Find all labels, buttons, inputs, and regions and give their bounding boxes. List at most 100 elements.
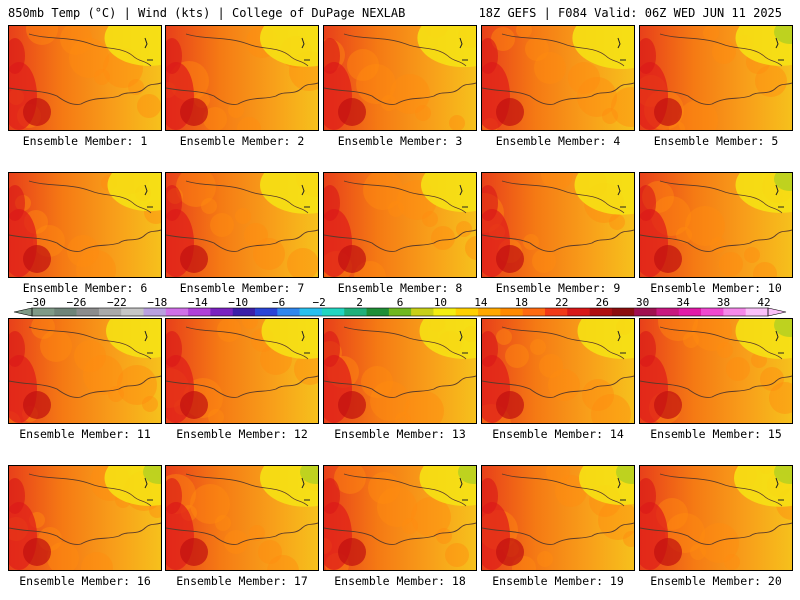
colorbar-swatch: [478, 308, 501, 316]
colorbar-tick-label: 6: [397, 296, 404, 309]
colorbar-tick-label: −18: [147, 296, 167, 309]
colorbar-right-arrow-icon: [767, 307, 787, 317]
ensemble-map-panel: [639, 25, 793, 131]
colorbar-swatch: [611, 308, 635, 316]
temperature-field-map: [9, 26, 161, 130]
colorbar-swatch: [656, 308, 680, 316]
colorbar-swatch: [121, 308, 144, 316]
ensemble-map-panel: [165, 25, 319, 131]
colorbar-tick-label: 2: [356, 296, 363, 309]
ensemble-map-panel: [323, 25, 477, 131]
ensemble-member-label: Ensemble Member: 11: [19, 427, 151, 441]
colorbar-tick-label: 42: [757, 296, 770, 309]
ensemble-map-panel: [165, 465, 319, 571]
temperature-field-map: [640, 466, 792, 570]
ensemble-map-panel: [165, 172, 319, 278]
ensemble-map-panel: [639, 465, 793, 571]
ensemble-map-panel: [323, 318, 477, 424]
colorbar-swatch: [344, 308, 367, 316]
ensemble-map-panel: [165, 318, 319, 424]
colorbar-swatch: [188, 308, 211, 316]
colorbar-swatch: [433, 308, 457, 316]
colorbar-left-arrow-icon: [13, 307, 33, 317]
ensemble-map-panel: [323, 465, 477, 571]
colorbar-swatch: [277, 308, 300, 316]
colorbar-tick-label: −30: [26, 296, 46, 309]
colorbar-swatch: [411, 308, 434, 316]
temperature-field-map: [482, 26, 634, 130]
colorbar-swatch: [745, 308, 769, 316]
colorbar-swatch: [76, 308, 100, 316]
temperature-field-map: [166, 26, 318, 130]
colorbar-tick-label: −26: [67, 296, 87, 309]
colorbar-tick-label: −22: [107, 296, 127, 309]
colorbar-tick-label: 34: [676, 296, 690, 309]
temperature-field-map: [640, 173, 792, 277]
temperature-field-map: [640, 26, 792, 130]
ensemble-member-label: Ensemble Member: 8: [337, 281, 463, 295]
colorbar-tick-label: −6: [272, 296, 285, 309]
ensemble-member-label: Ensemble Member: 17: [176, 574, 308, 588]
ensemble-member-label: Ensemble Member: 4: [495, 134, 621, 148]
colorbar-swatch: [678, 308, 702, 316]
colorbar-tick-label: 26: [596, 296, 609, 309]
ensemble-member-label: Ensemble Member: 18: [334, 574, 466, 588]
colorbar-swatch: [455, 308, 479, 316]
colorbar-swatch: [522, 308, 546, 316]
colorbar-tick-label: 22: [555, 296, 568, 309]
ensemble-map-panel: [481, 25, 635, 131]
colorbar-swatch: [232, 308, 256, 316]
ensemble-member-label: Ensemble Member: 6: [22, 281, 148, 295]
colorbar-tick-label: −2: [312, 296, 325, 309]
ensemble-member-label: Ensemble Member: 14: [492, 427, 624, 441]
colorbar-tick-label: 14: [474, 296, 488, 309]
colorbar-swatch: [634, 308, 657, 316]
ensemble-member-label: Ensemble Member: 16: [19, 574, 151, 588]
ensemble-map-panel: [8, 465, 162, 571]
colorbar-swatch: [299, 308, 323, 316]
ensemble-map-panel: [323, 172, 477, 278]
ensemble-map-panel: [481, 318, 635, 424]
ensemble-member-label: Ensemble Member: 20: [650, 574, 782, 588]
ensemble-member-label: Ensemble Member: 10: [650, 281, 782, 295]
colorbar-tick-label: −14: [188, 296, 208, 309]
ensemble-member-label: Ensemble Member: 7: [179, 281, 305, 295]
colorbar-swatch: [32, 308, 55, 316]
colorbar-swatch: [54, 308, 77, 316]
ensemble-map-panel: [639, 172, 793, 278]
colorbar-tick-label: 10: [434, 296, 447, 309]
temperature-field-map: [166, 173, 318, 277]
ensemble-member-label: Ensemble Member: 15: [650, 427, 782, 441]
colorbar-swatch: [366, 308, 390, 316]
temperature-field-map: [9, 466, 161, 570]
colorbar-swatch: [500, 308, 523, 316]
ensemble-map-panel: [8, 25, 162, 131]
colorbar-swatch: [143, 308, 167, 316]
colorbar-swatch: [98, 308, 122, 316]
colorbar-tick-label: 38: [717, 296, 730, 309]
temperature-field-map: [324, 26, 476, 130]
ensemble-member-label: Ensemble Member: 12: [176, 427, 308, 441]
colorbar-swatch: [723, 308, 746, 316]
ensemble-member-label: Ensemble Member: 19: [492, 574, 624, 588]
ensemble-map-panel: [8, 318, 162, 424]
colorbar-tick-label: 18: [515, 296, 528, 309]
ensemble-map-panel: [8, 172, 162, 278]
ensemble-map-panel: [481, 172, 635, 278]
temperature-field-map: [482, 319, 634, 423]
ensemble-member-label: Ensemble Member: 1: [22, 134, 148, 148]
ensemble-member-label: Ensemble Member: 9: [495, 281, 621, 295]
colorbar-swatch: [210, 308, 234, 316]
temperature-field-map: [166, 319, 318, 423]
temperature-field-map: [166, 466, 318, 570]
colorbar-swatch: [388, 308, 412, 316]
temperature-colorbar: −30 −26 −22 −18 −14 −10 −6 −2 2 6 10 14 18 22 26 30 34 38…: [13, 296, 787, 317]
colorbar-swatch: [255, 308, 278, 316]
ensemble-member-label: Ensemble Member: 5: [653, 134, 779, 148]
model-valid-time: 18Z GEFS | F084 Valid: 06Z WED JUN 11 20…: [478, 6, 782, 20]
ensemble-member-label: Ensemble Member: 13: [334, 427, 466, 441]
temperature-field-map: [324, 319, 476, 423]
temperature-field-map: [324, 173, 476, 277]
temperature-field-map: [324, 466, 476, 570]
ensemble-member-label: Ensemble Member: 2: [179, 134, 305, 148]
